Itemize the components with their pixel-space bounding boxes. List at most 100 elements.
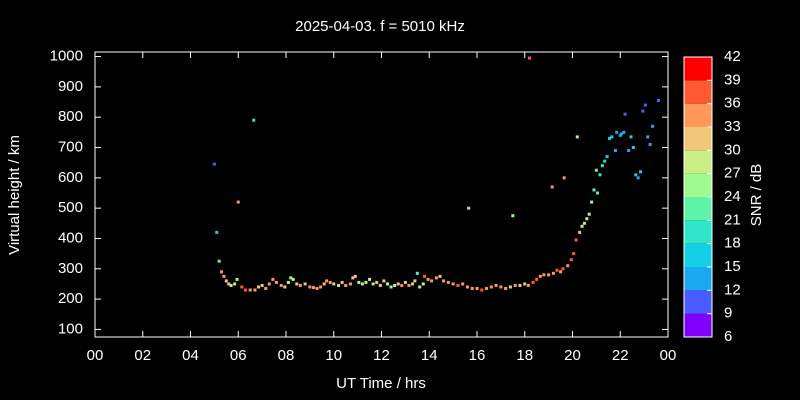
point	[499, 285, 503, 289]
x-tick-label: 20	[564, 347, 581, 364]
point	[648, 142, 652, 146]
point	[220, 270, 224, 274]
point	[289, 276, 293, 280]
point	[295, 282, 299, 286]
point	[562, 176, 566, 180]
point	[257, 285, 261, 289]
colorbar-band	[684, 57, 712, 81]
point	[344, 283, 348, 287]
colorbar-band	[684, 127, 712, 151]
point	[396, 282, 400, 286]
point	[422, 274, 426, 278]
y-tick-label: 600	[58, 169, 83, 186]
colorbar-tick-label: 30	[724, 141, 741, 158]
point	[470, 286, 474, 290]
colorbar-tick-label: 27	[724, 165, 741, 182]
colorbar-label: SNR / dB	[748, 164, 765, 227]
point	[559, 270, 563, 274]
point	[518, 283, 522, 287]
point	[348, 282, 352, 286]
point	[639, 170, 643, 174]
point	[319, 285, 323, 289]
point	[298, 283, 302, 287]
point	[535, 277, 539, 281]
point	[222, 274, 226, 278]
point	[572, 252, 576, 256]
x-tick-label: 00	[87, 347, 104, 364]
point	[217, 259, 221, 263]
point	[508, 285, 512, 289]
x-tick-label: 18	[516, 347, 533, 364]
x-tick-label: 22	[612, 347, 629, 364]
point	[634, 173, 638, 177]
point	[582, 221, 586, 225]
point	[236, 200, 240, 204]
point	[260, 283, 264, 287]
point	[403, 280, 407, 284]
point	[235, 277, 239, 281]
point	[618, 133, 622, 137]
point	[389, 285, 393, 289]
point	[480, 288, 484, 292]
point	[555, 268, 559, 272]
point	[619, 132, 623, 136]
point	[489, 285, 493, 289]
point	[631, 146, 635, 150]
point	[274, 280, 278, 284]
point	[528, 56, 532, 60]
y-tick-label: 500	[58, 199, 83, 216]
point	[636, 176, 640, 180]
x-axis-label: UT Time / hrs	[336, 375, 426, 392]
point	[600, 164, 604, 168]
point	[382, 279, 386, 283]
point	[656, 99, 660, 103]
point	[580, 224, 584, 228]
colorbar-tick-label: 24	[724, 188, 741, 205]
x-tick-label: 14	[421, 347, 438, 364]
y-tick-label: 200	[58, 290, 83, 307]
point	[610, 135, 614, 139]
point	[613, 149, 617, 153]
colorbar-band	[684, 103, 712, 127]
point	[561, 267, 565, 271]
point	[413, 279, 417, 283]
point	[451, 282, 455, 286]
point	[578, 230, 582, 234]
colorbar-band	[684, 243, 712, 267]
point	[421, 282, 425, 286]
point	[264, 286, 268, 290]
point	[467, 206, 471, 210]
point	[371, 282, 375, 286]
y-tick-label: 1000	[50, 48, 83, 65]
point	[646, 135, 650, 139]
point	[566, 264, 570, 268]
point	[311, 286, 315, 290]
point	[271, 277, 275, 281]
colorbar-band	[684, 173, 712, 197]
colorbar-tick-label: 9	[724, 305, 732, 322]
point	[411, 282, 415, 286]
colorbar-tick-label: 39	[724, 71, 741, 88]
point	[641, 109, 645, 113]
chart-title: 2025-04-03. f = 5010 kHz	[295, 18, 465, 35]
point	[446, 280, 450, 284]
y-tick-label: 900	[58, 78, 83, 95]
colorbar-tick-label: 6	[724, 328, 732, 345]
colorbar-band	[684, 267, 712, 291]
colorbar-tick-label: 42	[724, 48, 741, 65]
y-tick-label: 100	[58, 320, 83, 337]
point	[485, 286, 489, 290]
point	[438, 274, 442, 278]
point	[592, 188, 596, 192]
point	[315, 286, 319, 290]
colorbar-tick-label: 21	[724, 211, 741, 228]
point	[227, 282, 231, 286]
point	[385, 282, 389, 286]
point	[351, 276, 355, 280]
point	[643, 103, 647, 107]
point	[360, 282, 364, 286]
plot-frame	[94, 51, 669, 338]
point	[627, 149, 631, 153]
point	[407, 283, 411, 287]
